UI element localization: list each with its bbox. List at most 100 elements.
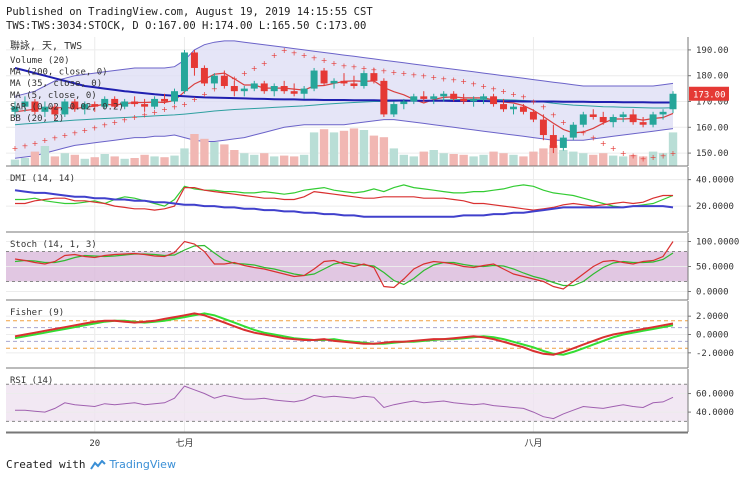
candle-body <box>639 122 647 125</box>
main-legend-entry: MA (5, close, 0) <box>10 91 97 101</box>
sar-dot: + <box>32 139 39 148</box>
sar-dot: + <box>231 74 238 83</box>
volume-bar <box>579 153 588 166</box>
fisher-tick-label: 2.0000 <box>696 312 729 322</box>
candle-body <box>171 91 178 102</box>
sar-dot: + <box>460 77 467 86</box>
stoch-d-line <box>14 244 674 287</box>
candle-body <box>11 106 19 112</box>
dmi-plus-line <box>15 184 674 209</box>
main-legend-entry: MA (35, close, 0) <box>10 79 102 89</box>
stoch-tick-label: 100.0000 <box>696 238 739 248</box>
volume-bar <box>439 153 448 166</box>
rsi-band <box>6 384 688 422</box>
sar-dot: + <box>630 152 637 161</box>
candle-body <box>280 86 288 92</box>
sar-dot: + <box>440 74 447 83</box>
last-price-label: 173.00 <box>693 90 726 100</box>
candle-body <box>629 114 637 123</box>
candle-body <box>480 96 488 99</box>
candle-body <box>200 67 208 84</box>
volume-bar <box>599 153 608 166</box>
last-price-tag <box>689 86 729 101</box>
candle-body <box>380 80 388 115</box>
fisher-line <box>14 312 674 356</box>
sar-dot: + <box>241 69 248 78</box>
main-legend-entry: BB (20, 2) <box>10 114 64 124</box>
volume-bar <box>240 153 249 166</box>
volume-bar <box>190 134 199 166</box>
volume-bar <box>379 137 389 166</box>
volume-bar <box>279 155 289 166</box>
volume-bar <box>529 151 538 166</box>
tradingview-logo-icon <box>90 459 107 470</box>
price-tick-label: 190.00 <box>696 46 729 56</box>
sar-dot: + <box>191 95 198 104</box>
tradingview-logo[interactable]: TradingView <box>90 458 176 471</box>
main-legend-entry: MA (200, close, 0) <box>10 68 108 78</box>
main-legend-entry: Volume (20) <box>10 56 70 66</box>
sar-dot: + <box>121 116 128 125</box>
candle-body <box>91 104 99 107</box>
sar-dot: + <box>22 141 29 150</box>
candle-body <box>41 106 49 112</box>
time-axis-label: 20 <box>89 439 100 449</box>
rsi-legend: RSI (14) <box>10 376 53 386</box>
sar-dot: + <box>500 87 507 96</box>
sar-dot: + <box>101 121 108 130</box>
candle-body <box>101 98 109 107</box>
rsi-line <box>15 385 674 420</box>
volume-bar <box>359 130 369 166</box>
candle-body <box>240 88 248 92</box>
footer: Created with TradingView <box>6 458 176 471</box>
volume-bar <box>100 154 109 166</box>
volume-bar <box>509 154 518 166</box>
sar-dot: + <box>590 134 597 143</box>
sar-dot: + <box>530 98 537 107</box>
sar-dot: + <box>52 134 59 143</box>
dmi-tick-label: 40.0000 <box>696 176 734 186</box>
sar-dot: + <box>361 64 368 73</box>
sar-dot: + <box>550 110 557 119</box>
candle-body <box>549 135 557 148</box>
volume-bar <box>469 156 478 166</box>
sar-dot: + <box>271 51 278 60</box>
price-tick-label: 180.00 <box>696 72 729 82</box>
volume-bar <box>479 154 488 166</box>
volume-bar <box>658 153 668 166</box>
rsi-tick-label: 60.0000 <box>696 390 734 400</box>
volume-bar <box>399 154 409 166</box>
sar-dot: + <box>410 70 417 79</box>
volume-bar <box>389 148 399 166</box>
sar-dot: + <box>171 103 178 112</box>
stoch-tick-label: 0.0000 <box>696 288 729 298</box>
candle-body <box>340 80 348 84</box>
volume-bar <box>210 142 219 166</box>
sar-dot: + <box>12 144 19 153</box>
sar-dot: + <box>111 118 118 127</box>
sar-dot: + <box>650 153 657 162</box>
candle-body <box>440 93 448 97</box>
candle-body <box>460 98 468 102</box>
sar-dot: + <box>381 67 388 76</box>
volume-bar <box>120 158 129 166</box>
candle-body <box>131 101 139 105</box>
candle-body <box>250 83 258 89</box>
price-tick-label: 150.00 <box>696 149 729 159</box>
volume-bar <box>539 148 548 166</box>
candle-body <box>599 116 607 123</box>
sar-dot: + <box>400 69 407 78</box>
volume-bar <box>160 157 169 166</box>
volume-bar <box>150 156 159 166</box>
sar-dot: + <box>181 100 188 109</box>
candle-body <box>559 137 567 148</box>
sar-dot: + <box>580 128 587 137</box>
volume-bar <box>549 145 558 166</box>
sar-dot: + <box>321 56 328 65</box>
volume-bar <box>80 158 89 166</box>
volume-bar <box>220 144 229 166</box>
volume-bar <box>668 132 678 166</box>
candle-body <box>161 98 169 102</box>
volume-bar <box>70 154 79 166</box>
